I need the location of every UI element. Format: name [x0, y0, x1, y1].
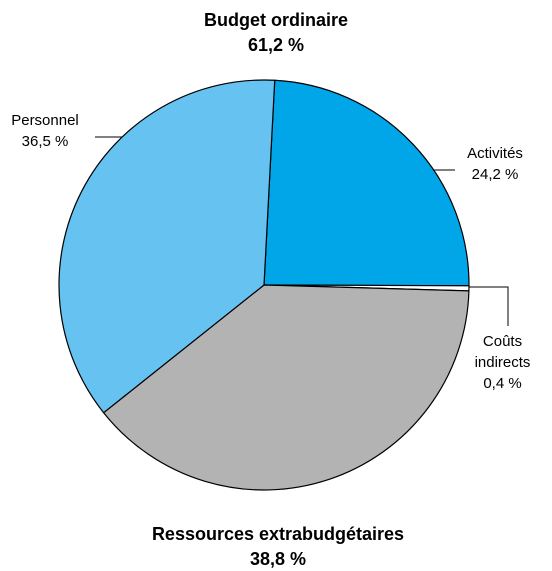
slice-label: Activités 24,2 %	[450, 143, 540, 185]
category-label: Coûts indirects	[474, 333, 531, 371]
category-label: Ressources extrabudgétaires	[151, 524, 405, 544]
chart-title: Budget ordinaire	[204, 10, 348, 30]
slice-label: Ressources extrabudgétaires 38,8 %	[60, 522, 496, 571]
value-label: 0,4 %	[483, 375, 522, 392]
category-label: Personnel	[11, 112, 79, 129]
pie-slice	[263, 79, 470, 287]
pie-slice	[102, 284, 470, 491]
slice-label: Personnel 36,5 %	[0, 110, 90, 152]
chart-subtitle: 61,2 %	[248, 35, 304, 55]
category-label: Activités	[467, 145, 523, 162]
value-label: 24,2 %	[471, 166, 519, 183]
value-label: 36,5 %	[21, 133, 69, 150]
pie-slice	[58, 79, 276, 414]
slice-label: Coûts indirects 0,4 %	[465, 331, 540, 394]
value-label: 38,8 %	[249, 549, 307, 569]
